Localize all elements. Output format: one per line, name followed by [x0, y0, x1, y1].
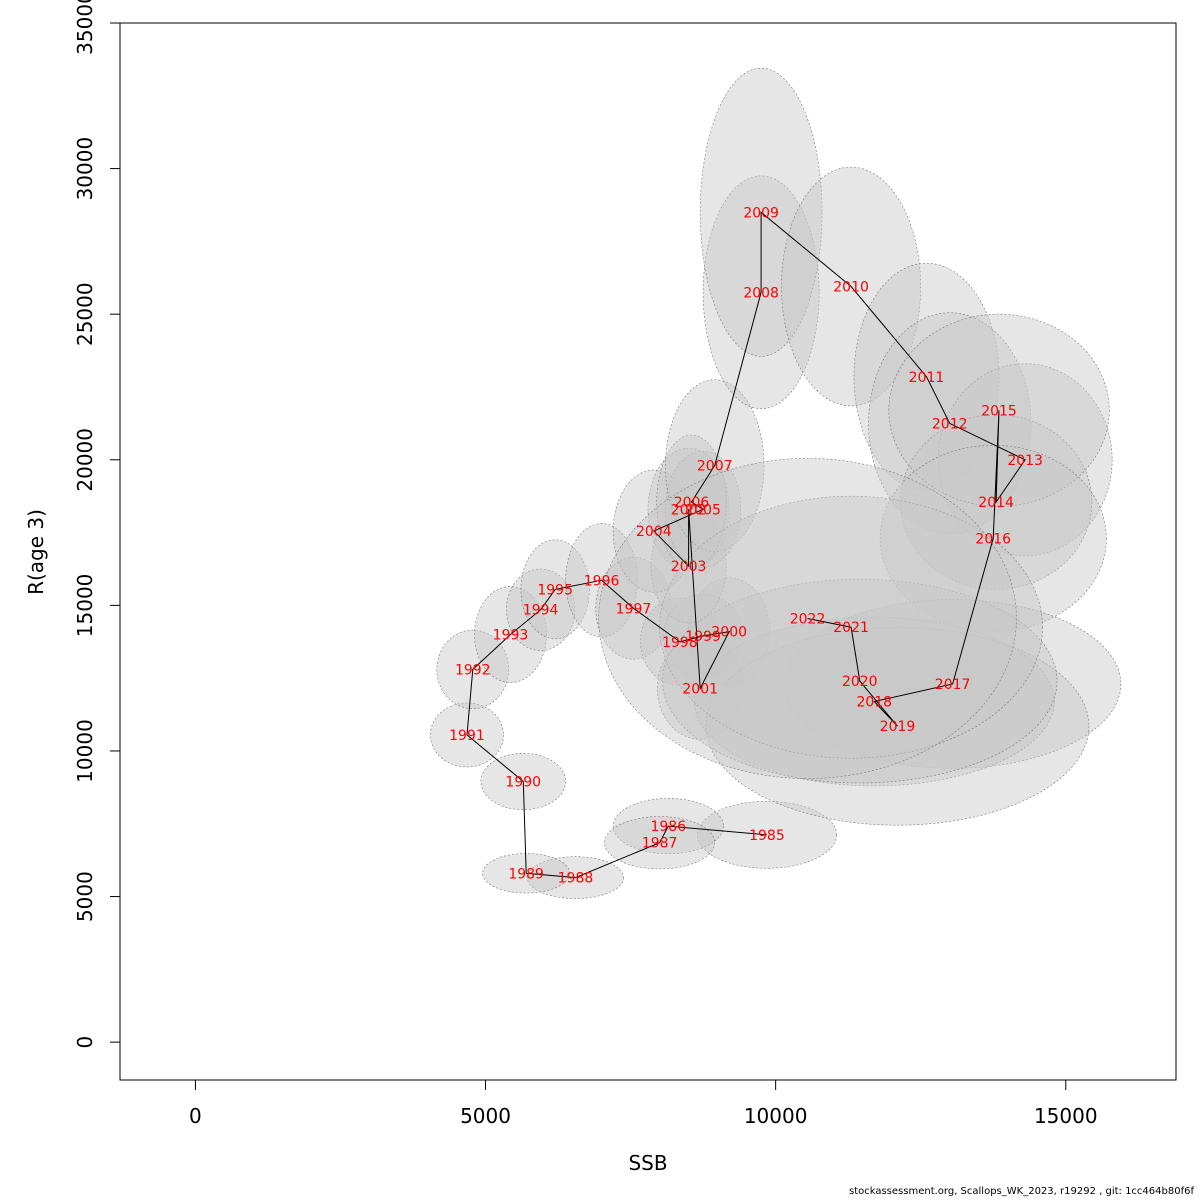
x-tick-label: 10000	[744, 1104, 808, 1128]
year-label-2009: 2009	[743, 205, 779, 221]
y-tick-label: 20000	[73, 428, 97, 492]
year-label-2000: 2000	[711, 625, 747, 641]
x-tick-label: 5000	[460, 1104, 511, 1128]
x-axis-title: SSB	[628, 1151, 667, 1175]
y-axis-title: R(age 3)	[24, 509, 48, 595]
year-label-1987: 1987	[642, 836, 678, 852]
year-label-1997: 1997	[616, 601, 652, 617]
y-tick-label: 10000	[73, 719, 97, 783]
x-tick-label: 15000	[1034, 1104, 1098, 1128]
year-label-2001: 2001	[682, 681, 718, 697]
year-label-2008: 2008	[743, 285, 779, 301]
y-axis: 0 5000 10000 15000 20000 25000 30000 35000	[73, 0, 121, 1049]
year-label-2007: 2007	[697, 459, 733, 475]
year-label-1985: 1985	[749, 828, 785, 844]
year-label-2010: 2010	[833, 280, 869, 296]
year-label-2004: 2004	[636, 524, 672, 540]
year-label-2021: 2021	[833, 620, 869, 636]
year-label-1995: 1995	[537, 582, 573, 598]
x-axis: 0 5000 10000 15000	[189, 1079, 1098, 1128]
footer-note: stockassessment.org, Scallops_WK_2023, r…	[848, 1186, 1194, 1197]
year-label-1993: 1993	[493, 627, 529, 643]
y-tick-label: 30000	[73, 137, 97, 201]
year-label-1998: 1998	[662, 635, 698, 651]
trajectory-polyline	[466, 211, 1026, 879]
year-label-1986: 1986	[650, 819, 686, 835]
year-label-1999: 1999	[685, 629, 721, 645]
year-label-1988: 1988	[558, 871, 594, 887]
y-tick-label: 15000	[73, 574, 97, 638]
ellipse-1985	[697, 801, 837, 869]
year-label-1996: 1996	[584, 573, 620, 589]
year-label-1994: 1994	[523, 603, 559, 619]
year-label-2003: 2003	[671, 559, 707, 575]
year-label-2014: 2014	[978, 495, 1014, 511]
y-tick-label: 5000	[73, 871, 97, 922]
year-label-2016: 2016	[975, 531, 1011, 547]
trajectory-line	[466, 211, 1026, 879]
year-label-1992: 1992	[455, 662, 491, 678]
ellipse-2015	[888, 313, 1110, 507]
year-label-2017: 2017	[935, 677, 971, 693]
year-label-2002: 2002	[671, 502, 707, 518]
year-label-2020: 2020	[842, 674, 878, 690]
year-label-1989: 1989	[508, 866, 544, 882]
y-tick-label: 35000	[73, 0, 97, 55]
year-label-2006: 2006	[674, 495, 710, 511]
x-tick-label: 0	[189, 1104, 202, 1128]
year-label-2012: 2012	[932, 416, 968, 432]
year-label-2011: 2011	[909, 370, 945, 386]
year-label-2019: 2019	[880, 719, 916, 735]
year-label-2015: 2015	[981, 403, 1017, 419]
ellipse-2022	[598, 458, 1017, 779]
year-label-2018: 2018	[856, 694, 892, 710]
y-tick-label: 25000	[73, 282, 97, 346]
year-label-1991: 1991	[449, 728, 485, 744]
year-label-2013: 2013	[1007, 453, 1043, 469]
year-label-2005: 2005	[685, 502, 721, 518]
year-label-2022: 2022	[790, 611, 826, 627]
year-label-1990: 1990	[505, 775, 541, 791]
y-tick-label: 0	[73, 1036, 97, 1049]
